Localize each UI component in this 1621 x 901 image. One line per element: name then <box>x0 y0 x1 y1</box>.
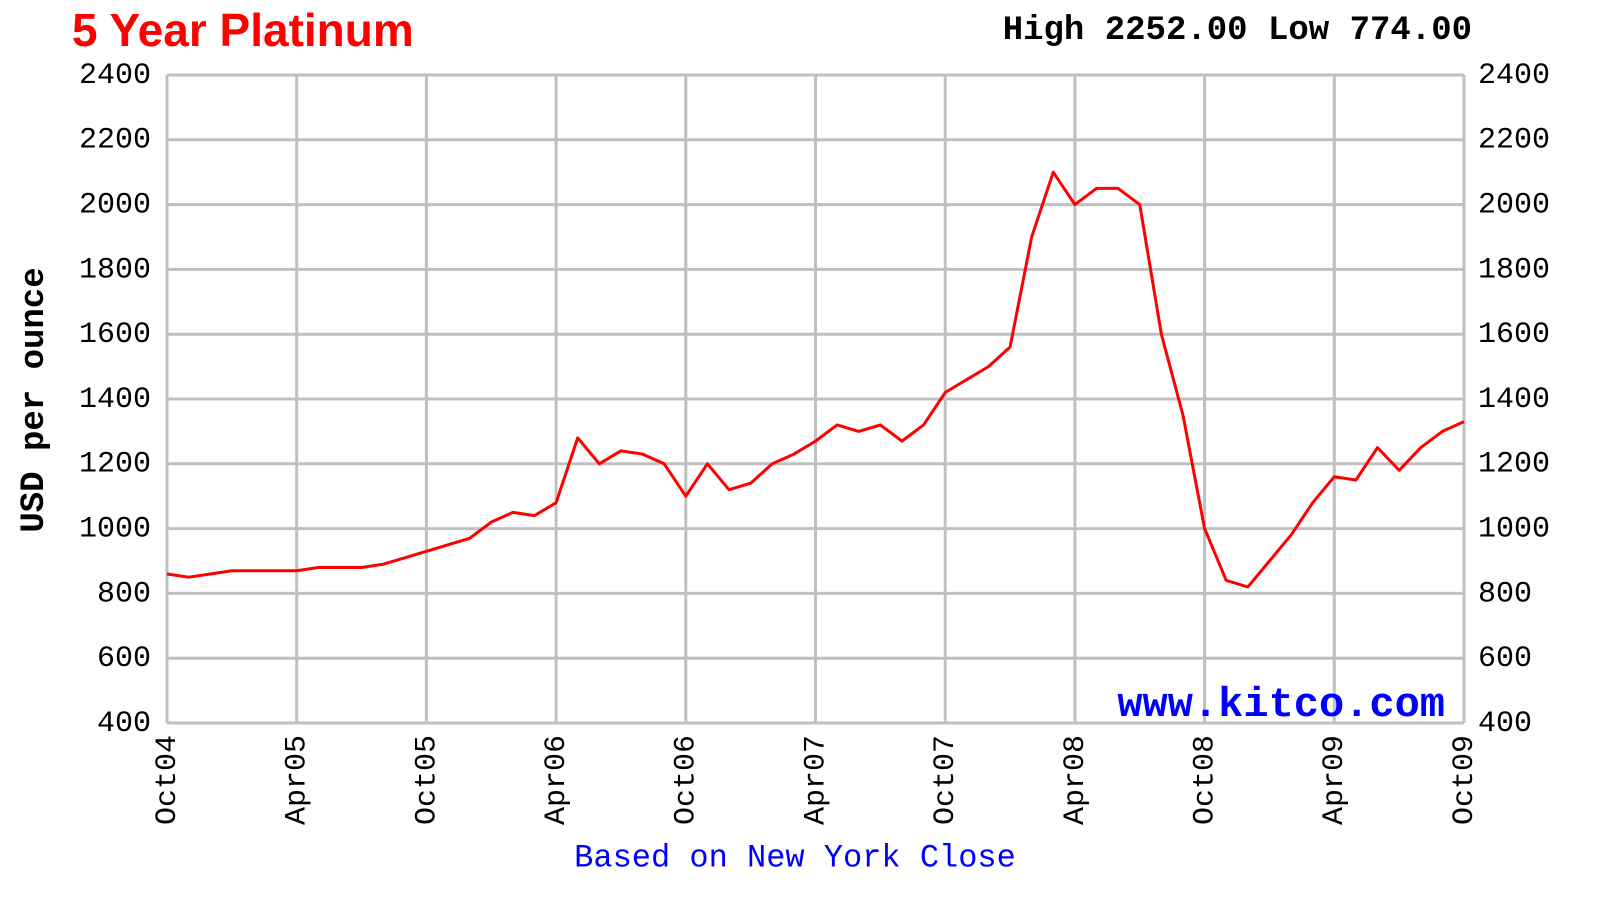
y2-tick-label: 1000 <box>1478 513 1550 547</box>
x-axis-label: Based on New York Close <box>574 839 1016 876</box>
y2-tick-label: 1200 <box>1478 448 1550 482</box>
y-tick-label: 800 <box>97 577 151 611</box>
y-tick-label: 2000 <box>79 189 151 223</box>
y2-tick-label: 400 <box>1478 707 1532 741</box>
y2-tick-label: 2000 <box>1478 189 1550 223</box>
y2-tick-label: 600 <box>1478 642 1532 676</box>
x-tick-label: Apr06 <box>540 735 574 825</box>
x-tick-label: Oct04 <box>151 735 185 825</box>
y-tick-label: 2400 <box>79 59 151 93</box>
y2-tick-label: 800 <box>1478 577 1532 611</box>
x-tick-label: Apr05 <box>281 735 315 825</box>
y-axis-label: USD per ounce <box>16 267 54 532</box>
x-tick-label: Apr08 <box>1059 735 1093 825</box>
y-tick-label: 2200 <box>79 124 151 158</box>
y-tick-label: 400 <box>97 707 151 741</box>
y2-tick-label: 1600 <box>1478 318 1550 352</box>
subtitle: High 2252.00 Low 774.00 <box>1003 12 1472 50</box>
y-tick-label: 1400 <box>79 383 151 417</box>
watermark: www.kitco.com <box>1117 681 1445 729</box>
y-tick-label: 1600 <box>79 318 151 352</box>
x-tick-label: Apr07 <box>799 735 833 825</box>
y2-tick-label: 2400 <box>1478 59 1550 93</box>
y2-tick-label: 1400 <box>1478 383 1550 417</box>
price-line <box>166 170 1465 589</box>
x-tick-label: Oct05 <box>410 735 444 825</box>
x-tick-label: Oct06 <box>670 735 704 825</box>
y-tick-label: 1800 <box>79 253 151 287</box>
y2-tick-label: 1800 <box>1478 253 1550 287</box>
x-tick-label: Apr09 <box>1318 735 1352 825</box>
y2-tick-label: 2200 <box>1478 124 1550 158</box>
chart-title: 5 Year Platinum <box>72 4 414 56</box>
x-tick-label: Oct07 <box>929 735 963 825</box>
y-tick-label: 1000 <box>79 513 151 547</box>
y-tick-label: 600 <box>97 642 151 676</box>
x-tick-label: Oct09 <box>1448 735 1482 825</box>
x-tick-label: Oct08 <box>1189 735 1223 825</box>
y-tick-label: 1200 <box>79 448 151 482</box>
